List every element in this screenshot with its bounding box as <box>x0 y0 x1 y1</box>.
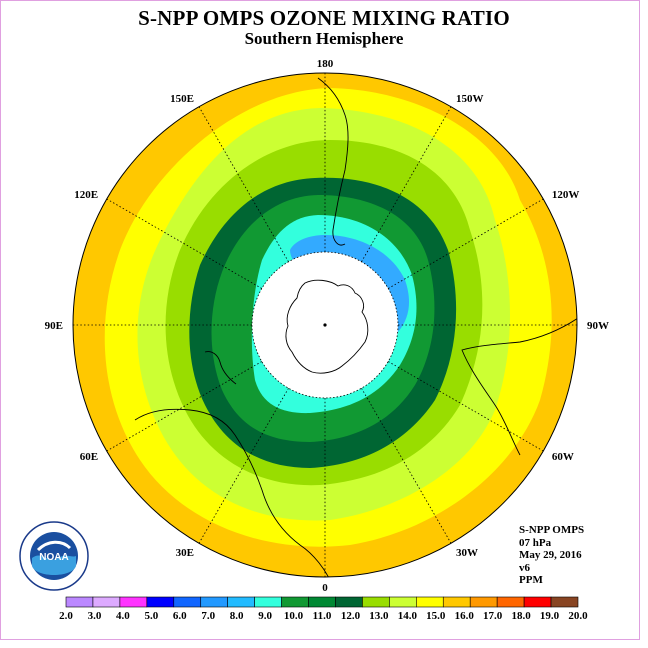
coastline-new-zealand <box>204 351 237 385</box>
longitude-label: 60W <box>552 451 574 463</box>
meridian-line <box>388 198 544 289</box>
longitude-label: 30E <box>176 547 194 559</box>
polar-map: 90W 60W 30W 0 30E 60E 90E 120E 150E 180 150W 120W <box>45 58 609 594</box>
longitude-labels: 90W 60W 30W 0 30E 60E 90E 120E 150E 180 150W 120W <box>45 58 609 594</box>
page-title: S-NPP OMPS OZONE MIXING RATIO <box>138 6 510 30</box>
info-satellite: S-NPP OMPS <box>519 524 585 536</box>
meridian-line <box>361 106 452 262</box>
meridian-line <box>106 361 262 452</box>
longitude-label: 30W <box>456 547 478 559</box>
longitude-label: 60E <box>80 451 98 463</box>
longitude-label: 150W <box>456 93 484 105</box>
info-units: PPM <box>519 574 543 586</box>
longitude-label: 0 <box>322 582 328 594</box>
longitude-label: 90E <box>45 320 63 332</box>
coastline-south-america <box>317 77 349 246</box>
image-frame <box>0 0 640 640</box>
longitude-label: 90W <box>587 320 609 332</box>
coastline-antarctica <box>285 279 369 374</box>
info-version: v6 <box>519 561 530 574</box>
longitude-label: 150E <box>170 93 194 105</box>
info-pressure-level: 07 hPa <box>519 536 552 549</box>
coastlines <box>134 77 577 577</box>
info-block: S-NPP OMPS 07 hPa May 29, 2016 v6 PPM <box>519 524 584 587</box>
meridian-gridlines <box>73 73 577 577</box>
page-subtitle: Southern Hemisphere <box>244 29 404 48</box>
noaa-logo: NOAA <box>19 521 89 591</box>
meridian-line <box>106 198 262 289</box>
meridian-line <box>198 106 289 262</box>
longitude-label: 120E <box>74 189 98 201</box>
coastline-australia <box>134 408 331 577</box>
meridian-line <box>388 361 544 452</box>
logo-text: NOAA <box>39 552 68 563</box>
info-date: May 29, 2016 <box>519 549 582 561</box>
longitude-label: 180 <box>317 58 334 70</box>
longitude-label: 120W <box>552 189 580 201</box>
meridian-line <box>198 388 289 544</box>
south-pole-marker <box>323 323 327 327</box>
meridian-line <box>361 388 452 544</box>
coastline-africa <box>461 317 577 456</box>
